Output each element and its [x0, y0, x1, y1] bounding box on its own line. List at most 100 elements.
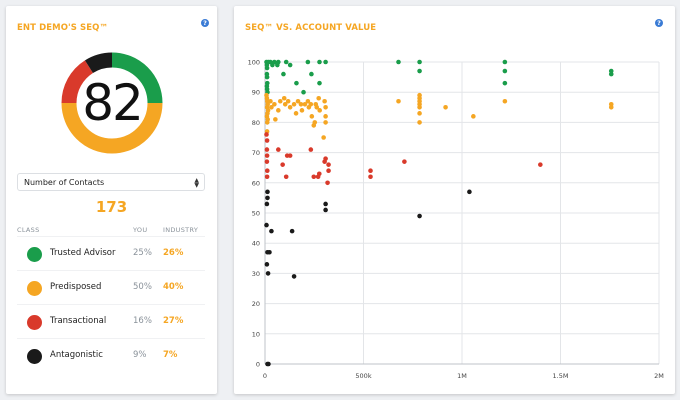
point-transactional[interactable] — [311, 174, 317, 180]
point-antagonistic[interactable] — [323, 207, 328, 213]
point-transactional[interactable] — [368, 168, 373, 174]
point-transactional[interactable] — [280, 162, 285, 167]
point-predisposed[interactable] — [314, 105, 320, 110]
point-predisposed[interactable] — [323, 105, 328, 110]
point-predisposed[interactable] — [417, 105, 422, 110]
point-predisposed[interactable] — [305, 98, 311, 104]
point-predisposed[interactable] — [285, 98, 291, 104]
point-predisposed[interactable] — [471, 114, 476, 119]
point-predisposed[interactable] — [396, 98, 401, 104]
point-predisposed[interactable] — [269, 105, 274, 110]
point-antagonistic[interactable] — [323, 201, 328, 207]
point-predisposed[interactable] — [302, 101, 308, 107]
point-predisposed[interactable] — [264, 120, 270, 125]
point-transactional[interactable] — [287, 153, 293, 158]
point-transactional[interactable] — [264, 147, 270, 152]
point-trusted-advisor[interactable] — [417, 59, 422, 65]
point-predisposed[interactable] — [287, 105, 293, 110]
point-antagonistic[interactable] — [264, 262, 270, 267]
point-predisposed[interactable] — [291, 101, 297, 107]
point-trusted-advisor[interactable] — [305, 59, 311, 65]
point-trusted-advisor[interactable] — [272, 59, 277, 65]
question-circle-icon[interactable]: ? — [201, 19, 209, 27]
point-transactional[interactable] — [283, 174, 289, 180]
point-predisposed[interactable] — [281, 95, 287, 101]
point-trusted-advisor[interactable] — [276, 59, 281, 65]
point-transactional[interactable] — [264, 132, 269, 137]
point-trusted-advisor[interactable] — [264, 65, 270, 71]
point-transactional[interactable] — [325, 180, 330, 186]
point-antagonistic[interactable] — [267, 249, 272, 255]
point-transactional[interactable] — [326, 168, 331, 174]
point-antagonistic[interactable] — [417, 213, 422, 219]
point-predisposed[interactable] — [282, 101, 288, 107]
point-trusted-advisor[interactable] — [264, 74, 270, 80]
question-circle-icon[interactable]: ? — [655, 19, 663, 27]
point-predisposed[interactable] — [277, 98, 283, 104]
point-predisposed[interactable] — [312, 120, 318, 125]
point-trusted-advisor[interactable] — [502, 68, 508, 74]
point-predisposed[interactable] — [322, 98, 327, 104]
point-predisposed[interactable] — [309, 114, 315, 119]
point-trusted-advisor[interactable] — [396, 59, 401, 65]
point-predisposed[interactable] — [273, 117, 278, 122]
point-predisposed[interactable] — [308, 101, 314, 107]
point-antagonistic[interactable] — [264, 201, 270, 207]
point-antagonistic[interactable] — [269, 228, 274, 234]
point-transactional[interactable] — [264, 168, 270, 174]
point-predisposed[interactable] — [608, 105, 614, 110]
point-predisposed[interactable] — [316, 95, 322, 101]
metric-select[interactable]: Number of Contacts ▲ ▼ — [17, 173, 205, 191]
point-trusted-advisor[interactable] — [287, 62, 293, 68]
point-trusted-advisor[interactable] — [323, 59, 328, 65]
point-antagonistic[interactable] — [467, 189, 472, 195]
point-predisposed[interactable] — [295, 98, 301, 104]
point-trusted-advisor[interactable] — [317, 80, 322, 86]
point-trusted-advisor[interactable] — [281, 71, 286, 77]
point-predisposed[interactable] — [272, 101, 277, 107]
point-transactional[interactable] — [264, 153, 270, 158]
point-transactional[interactable] — [402, 159, 407, 164]
point-transactional[interactable] — [326, 162, 331, 167]
point-trusted-advisor[interactable] — [317, 59, 322, 65]
point-trusted-advisor[interactable] — [417, 68, 422, 74]
point-predisposed[interactable] — [317, 108, 322, 113]
point-antagonistic[interactable] — [265, 189, 270, 195]
point-trusted-advisor[interactable] — [502, 59, 508, 65]
point-antagonistic[interactable] — [264, 222, 269, 228]
point-transactional[interactable] — [264, 138, 270, 143]
point-trusted-advisor[interactable] — [294, 80, 299, 86]
y-tick-label: 80 — [252, 119, 260, 127]
point-predisposed[interactable] — [417, 120, 422, 125]
seq-summary-card: ENT DEMO'S SEQ™ ? 82 Number of Contacts … — [6, 6, 217, 394]
point-transactional[interactable] — [538, 162, 543, 167]
point-trusted-advisor[interactable] — [502, 80, 508, 86]
point-predisposed[interactable] — [321, 135, 326, 140]
point-antagonistic[interactable] — [291, 274, 297, 279]
point-predisposed[interactable] — [323, 120, 328, 125]
point-antagonistic[interactable] — [266, 361, 271, 367]
point-trusted-advisor[interactable] — [608, 71, 614, 77]
point-antagonistic[interactable] — [265, 271, 271, 276]
point-predisposed[interactable] — [268, 98, 273, 104]
point-predisposed[interactable] — [502, 98, 508, 104]
point-predisposed[interactable] — [443, 105, 448, 110]
point-predisposed[interactable] — [298, 101, 304, 107]
point-transactional[interactable] — [264, 174, 270, 180]
point-transactional[interactable] — [368, 174, 373, 180]
point-transactional[interactable] — [315, 174, 321, 180]
point-transactional[interactable] — [322, 159, 327, 164]
point-predisposed[interactable] — [276, 108, 281, 113]
point-trusted-advisor[interactable] — [283, 59, 289, 65]
point-predisposed[interactable] — [417, 111, 422, 116]
point-trusted-advisor[interactable] — [309, 71, 314, 77]
point-antagonistic[interactable] — [265, 195, 270, 201]
point-transactional[interactable] — [308, 147, 314, 152]
point-predisposed[interactable] — [323, 114, 328, 119]
point-transactional[interactable] — [276, 147, 281, 152]
point-transactional[interactable] — [264, 159, 270, 164]
point-predisposed[interactable] — [299, 108, 305, 113]
point-trusted-advisor[interactable] — [301, 89, 306, 95]
point-predisposed[interactable] — [293, 111, 299, 116]
point-antagonistic[interactable] — [289, 228, 295, 234]
